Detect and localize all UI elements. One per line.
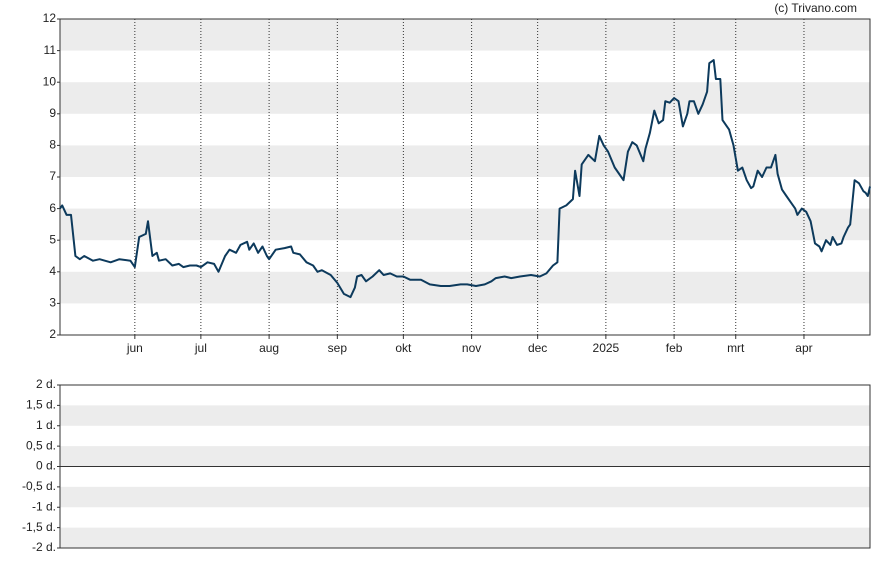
y-tick-label: 6 bbox=[49, 201, 56, 215]
grid-band bbox=[60, 527, 870, 548]
y-tick-label: 0,5 d. bbox=[26, 438, 56, 452]
y-tick-label: -0,5 d. bbox=[22, 479, 56, 493]
grid-band bbox=[60, 145, 870, 177]
y-tick-label: 12 bbox=[43, 11, 57, 25]
x-tick-label: mrt bbox=[727, 341, 745, 355]
y-tick-label: -1,5 d. bbox=[22, 520, 56, 534]
y-tick-label: 2 d. bbox=[36, 377, 56, 391]
grid-band bbox=[60, 19, 870, 51]
y-tick-label: -1 d. bbox=[32, 499, 56, 513]
y-tick-label: 7 bbox=[49, 169, 56, 183]
x-tick-label: 2025 bbox=[593, 341, 620, 355]
y-tick-label: 3 bbox=[49, 296, 56, 310]
x-tick-label: apr bbox=[795, 341, 812, 355]
credit: (c) Trivano.com bbox=[774, 1, 857, 15]
y-tick-label: 10 bbox=[43, 74, 57, 88]
grid-band bbox=[60, 405, 870, 426]
y-tick-label: 4 bbox=[49, 264, 56, 278]
x-tick-label: okt bbox=[395, 341, 412, 355]
y-tick-label: -2 d. bbox=[32, 540, 56, 554]
y-tick-label: 8 bbox=[49, 138, 56, 152]
grid-band bbox=[60, 486, 870, 508]
x-tick-label: sep bbox=[328, 341, 348, 355]
x-tick-label: feb bbox=[666, 341, 683, 355]
y-tick-label: 5 bbox=[49, 232, 56, 246]
price-line bbox=[59, 59, 871, 299]
grid-band bbox=[60, 271, 870, 304]
y-tick-label: 1,5 d. bbox=[26, 398, 56, 412]
x-tick-label: jun bbox=[126, 341, 143, 355]
plot-frame bbox=[59, 384, 871, 549]
grid-band bbox=[60, 82, 870, 114]
y-tick-label: 11 bbox=[44, 43, 57, 57]
y-tick-label: 2 bbox=[49, 327, 56, 341]
x-tick-label: nov bbox=[462, 341, 481, 355]
grid-band bbox=[60, 446, 870, 467]
y-tick-label: 0 d. bbox=[36, 459, 56, 473]
y-tick-label: 1 d. bbox=[36, 418, 56, 432]
plot-frame bbox=[59, 18, 871, 336]
y-tick-label: 9 bbox=[49, 106, 56, 120]
x-tick-label: aug bbox=[259, 341, 279, 355]
grid-band bbox=[60, 208, 870, 241]
x-tick-label: jul bbox=[194, 341, 207, 355]
x-tick-label: dec bbox=[528, 341, 547, 355]
